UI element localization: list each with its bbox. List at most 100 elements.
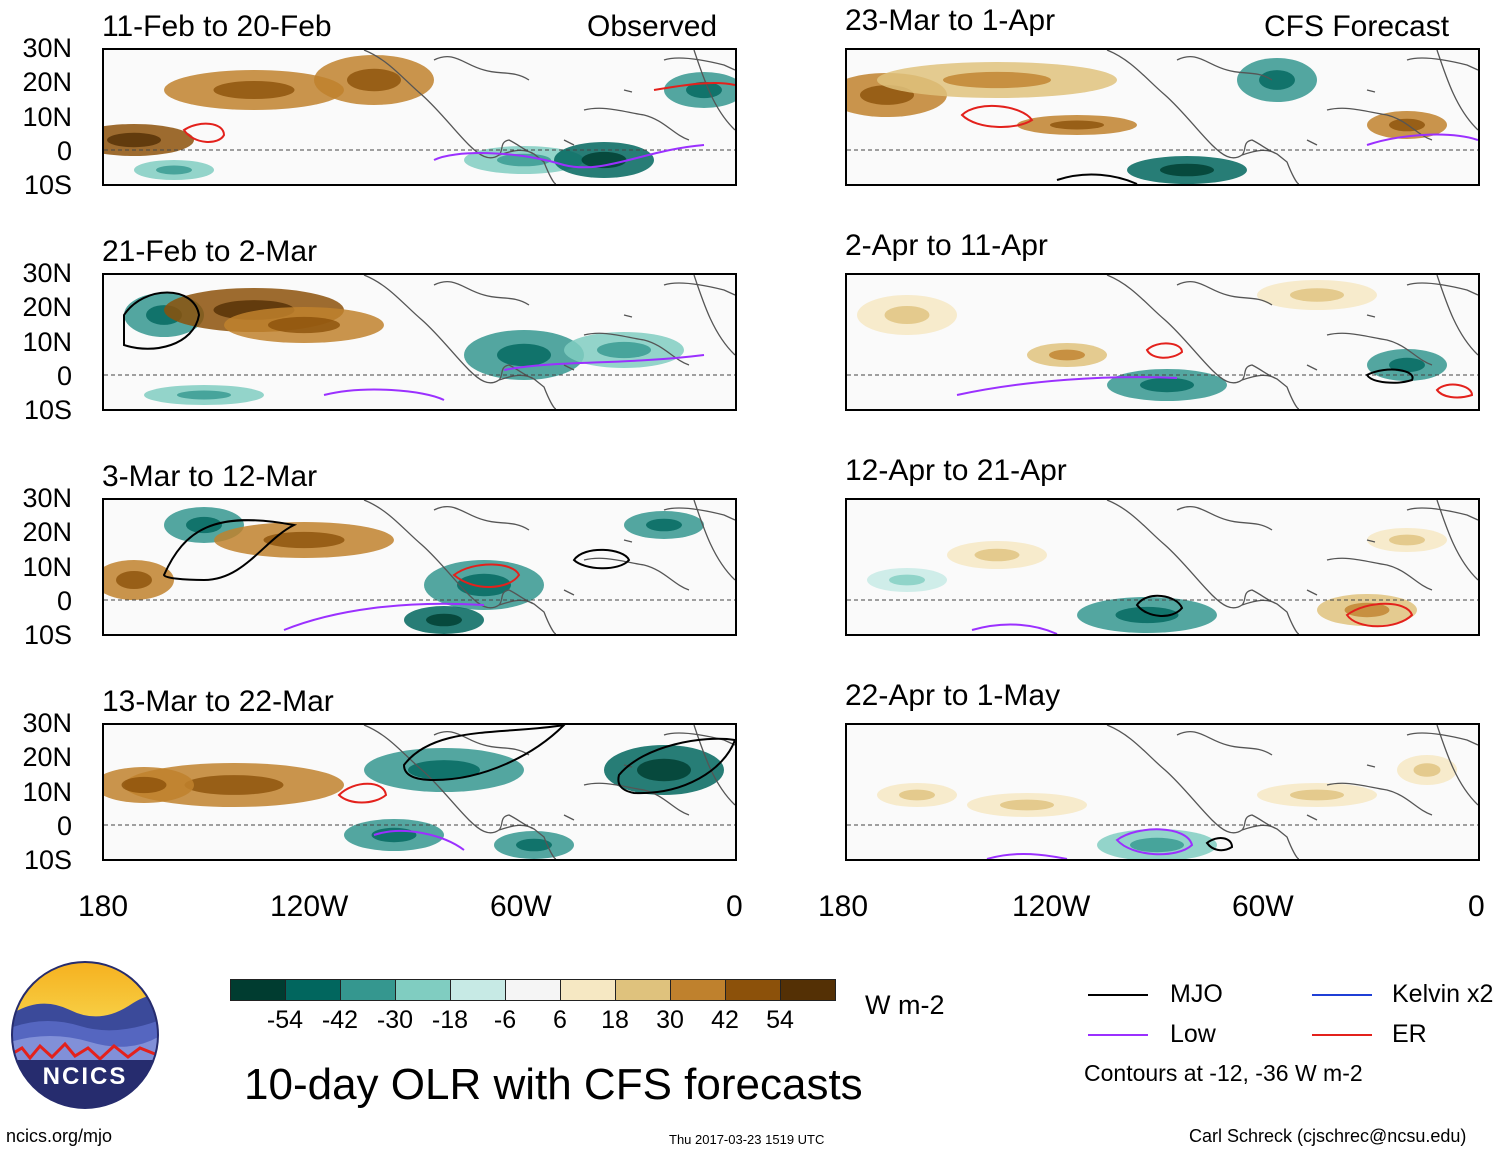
- figure-title: 10-day OLR with CFS forecasts: [244, 1060, 863, 1109]
- lat-label-0-row4: 0: [56, 811, 72, 841]
- lon-label-60w-right: 60W: [1232, 890, 1294, 923]
- olr-anomaly-core: [457, 573, 511, 597]
- olr-anomaly-core: [1344, 602, 1390, 618]
- olr-anomaly-core: [1050, 120, 1104, 130]
- olr-anomaly-core: [116, 571, 152, 589]
- olr-anomaly-core: [1130, 837, 1184, 853]
- colorbar-tick-label: -42: [321, 1006, 359, 1034]
- olr-anomaly-core: [1290, 789, 1344, 801]
- colorbar-swatch: [725, 979, 781, 1001]
- olr-anomaly-core: [943, 71, 1051, 89]
- olr-anomaly-core: [1389, 534, 1425, 546]
- olr-anomaly-core: [1259, 70, 1295, 90]
- filtered-contour: [337, 782, 388, 804]
- colorbar-unit: W m-2: [865, 990, 945, 1020]
- olr-anomaly-core: [426, 613, 462, 627]
- lon-label-0-left: 0: [726, 890, 743, 923]
- filtered-contour: [986, 852, 1068, 859]
- lon-label-120w-right: 120W: [1012, 890, 1091, 923]
- colorbar-swatch: [560, 979, 616, 1001]
- lat-label-0-row2: 0: [56, 361, 72, 391]
- olr-map: [104, 725, 735, 859]
- filtered-contour: [617, 737, 735, 795]
- legend-label-mjo: MJO: [1170, 980, 1223, 1008]
- panel-title-7: 12-Apr to 21-Apr: [845, 454, 1067, 487]
- colorbar-tick-label: -18: [431, 1006, 469, 1034]
- lon-label-180-right: 180: [818, 890, 869, 923]
- filtered-contour: [1205, 837, 1234, 852]
- colorbar-tick-label: -30: [376, 1006, 414, 1034]
- olr-anomaly-core: [268, 316, 340, 334]
- map-panel-2: [102, 273, 737, 411]
- lon-label-0-right: 0: [1468, 890, 1485, 923]
- colorbar-tick-label: -54: [266, 1006, 304, 1034]
- olr-map: [847, 725, 1478, 859]
- filtered-contour: [1145, 342, 1184, 359]
- panel-title-3: 3-Mar to 12-Mar: [102, 460, 318, 493]
- olr-map: [847, 275, 1478, 409]
- lat-label-10s-row4: 10S: [23, 845, 72, 875]
- olr-anomaly-core: [186, 516, 222, 534]
- colorbar-tick-label: 42: [711, 1006, 739, 1034]
- olr-anomaly-core: [121, 776, 167, 794]
- lat-label-30n-row4: 30N: [22, 708, 72, 738]
- olr-anomaly-core: [637, 758, 691, 782]
- lat-label-10s-row3: 10S: [23, 620, 72, 650]
- map-panel-6: [845, 273, 1480, 411]
- footer-url[interactable]: ncics.org/mjo: [6, 1126, 113, 1146]
- colorbar-tick-label: 54: [766, 1006, 794, 1034]
- olr-map: [104, 500, 735, 634]
- legend-label-er: ER: [1392, 1020, 1427, 1048]
- legend-line-er: [1312, 1034, 1372, 1036]
- olr-map: [104, 275, 735, 409]
- colorbar-swatch: [505, 979, 561, 1001]
- legend-line-kelvin: [1312, 994, 1372, 996]
- olr-anomaly-core: [1115, 606, 1179, 624]
- olr-anomaly-core: [1049, 349, 1085, 361]
- panel-title-1: 11-Feb to 20-Feb: [102, 10, 332, 43]
- filtered-contour: [572, 548, 631, 570]
- ncics-logo: NCICS: [10, 960, 160, 1110]
- filtered-contour: [503, 354, 705, 371]
- filtered-contour: [452, 563, 521, 588]
- filtered-contour: [956, 376, 1178, 396]
- legend-label-kelvin: Kelvin x2: [1392, 980, 1494, 1008]
- legend-line-low: [1088, 1034, 1148, 1036]
- panel-title-2: 21-Feb to 2-Mar: [102, 235, 318, 268]
- filtered-contour: [162, 519, 298, 582]
- colorbar-swatch: [670, 979, 726, 1001]
- olr-anomaly-core: [1140, 377, 1194, 393]
- forecast-label: CFS Forecast: [1264, 10, 1450, 43]
- olr-map: [104, 50, 735, 184]
- colorbar-tick-label: 30: [656, 1006, 684, 1034]
- lat-label-30n-row1: 30N: [22, 33, 72, 63]
- filtered-contour: [373, 829, 465, 851]
- panel-title-5: 23-Mar to 1-Apr: [845, 4, 1056, 37]
- colorbar-swatch: [615, 979, 671, 1001]
- lat-label-10n-row2: 10N: [22, 327, 72, 357]
- olr-anomaly-core: [408, 760, 480, 780]
- lat-label-30n-row2: 30N: [22, 258, 72, 288]
- olr-anomaly-core: [1413, 763, 1441, 777]
- filtered-contour: [1115, 828, 1194, 856]
- colorbar-tick-label: 18: [601, 1006, 629, 1034]
- colorbar-tick-label: 6: [553, 1006, 567, 1034]
- map-panel-7: [845, 498, 1480, 636]
- filtered-contour: [971, 623, 1058, 634]
- filtered-contour: [283, 602, 485, 631]
- lat-label-10n-row3: 10N: [22, 552, 72, 582]
- olr-anomaly-core: [516, 838, 552, 852]
- lat-label-10n-row1: 10N: [22, 102, 72, 132]
- colorbar-swatch: [230, 979, 286, 1001]
- olr-anomaly-core: [1389, 357, 1425, 373]
- olr-map: [847, 50, 1478, 184]
- filtered-contour: [182, 122, 226, 143]
- olr-anomaly-core: [497, 343, 551, 367]
- colorbar-swatch: [450, 979, 506, 1001]
- lat-label-0-row1: 0: [56, 136, 72, 166]
- olr-anomaly-core: [884, 306, 930, 324]
- lon-label-120w-left: 120W: [270, 890, 349, 923]
- footer-timestamp: Thu 2017-03-23 1519 UTC: [669, 1132, 825, 1147]
- filtered-contour: [1366, 133, 1478, 146]
- lat-label-10n-row4: 10N: [22, 777, 72, 807]
